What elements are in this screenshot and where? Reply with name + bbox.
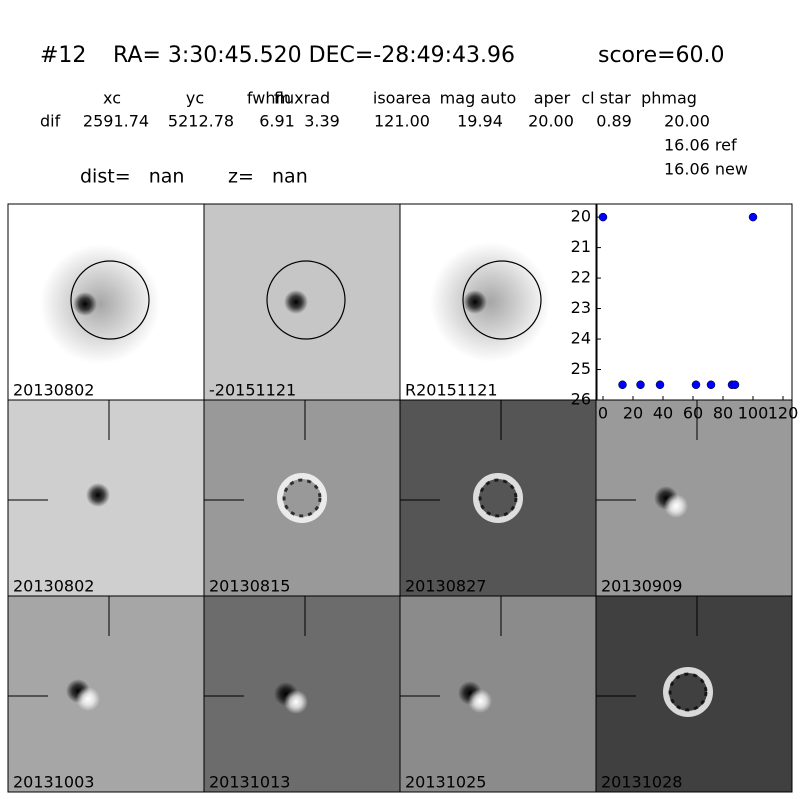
- x-tick-label: 100: [738, 404, 769, 423]
- column-header: mag auto: [440, 89, 517, 108]
- column-value: 20.00: [664, 112, 710, 131]
- column-header: yc: [186, 89, 204, 108]
- dist: dist= nan: [80, 166, 184, 188]
- extra: 16.06 new: [664, 160, 748, 179]
- panel-label: 20130815: [209, 577, 290, 596]
- image-panel: [595, 595, 793, 793]
- image-panel: [7, 595, 205, 793]
- y-tick-label: 25: [571, 359, 591, 378]
- panel-label: 20131003: [13, 773, 94, 792]
- point: [655, 380, 665, 390]
- panel-label: 20130802: [13, 577, 94, 596]
- source: [463, 290, 487, 314]
- halo: [430, 242, 550, 362]
- ring: [282, 478, 322, 518]
- y-tick-label: 24: [571, 329, 591, 348]
- ring: [473, 473, 523, 523]
- column-value: 0.89: [596, 112, 632, 131]
- column-header: xc: [103, 89, 121, 108]
- point: [706, 380, 716, 390]
- column-header: fluxrad: [274, 89, 330, 108]
- x-tick-label: 0: [598, 404, 608, 423]
- column-value: 20.00: [528, 112, 574, 131]
- column-value: 121.00: [374, 112, 430, 131]
- y-tick-label: 23: [571, 298, 591, 317]
- x-tick-label: 20: [623, 404, 643, 423]
- column-header: aper: [534, 89, 571, 108]
- point: [618, 380, 627, 390]
- y-tick-label: 22: [571, 268, 591, 287]
- panel-label: 20131013: [209, 773, 290, 792]
- panel-label: 20131028: [601, 773, 682, 792]
- extra: 16.06 ref: [664, 136, 737, 155]
- row-label: dif: [40, 112, 61, 131]
- object-id: #12: [40, 43, 86, 68]
- panel-label: 20130827: [405, 577, 486, 596]
- coords: RA= 3:30:45.520 DEC=-28:49:43.96: [113, 43, 515, 68]
- score: score=60.0: [598, 43, 725, 68]
- ring: [668, 672, 708, 712]
- source-pos: [76, 687, 100, 711]
- image-panel: [399, 595, 597, 793]
- column-header: cl star: [581, 89, 631, 108]
- column-header: fwhm: [247, 89, 291, 108]
- source-pos: [664, 494, 688, 518]
- column-value: 5212.78: [168, 112, 234, 131]
- aperture: [266, 260, 346, 340]
- point: [636, 380, 645, 390]
- panel-label: R20151121: [405, 381, 498, 400]
- source: [73, 292, 97, 316]
- column-value: 2591.74: [83, 112, 149, 131]
- ring: [277, 473, 327, 523]
- aperture: [462, 260, 542, 340]
- image-panel: [399, 399, 597, 597]
- column-header: phmag: [641, 89, 697, 108]
- column-value: 19.94: [457, 112, 503, 131]
- panel-label: -20151121: [209, 381, 296, 400]
- column-value: 3.39: [304, 112, 340, 131]
- point: [748, 212, 758, 222]
- image-panel: [203, 399, 401, 597]
- panel-label: 20130802: [13, 381, 94, 400]
- source: [86, 483, 110, 507]
- x-tick-label: 60: [683, 404, 703, 423]
- image-panel: [595, 399, 793, 597]
- source: [284, 290, 308, 314]
- plot-area: [596, 203, 793, 401]
- x-tick-label: 120: [768, 404, 799, 423]
- point: [598, 212, 608, 222]
- ring: [478, 478, 518, 518]
- y-tick-label: 21: [571, 237, 591, 256]
- x-tick-label: 40: [653, 404, 673, 423]
- y-tick-label: 20: [571, 207, 591, 226]
- source-pos: [284, 690, 308, 714]
- ring: [663, 667, 713, 717]
- column-header: isoarea: [373, 89, 431, 108]
- column-value: 6.91: [259, 112, 295, 131]
- x-tick-label: 80: [713, 404, 733, 423]
- y-tick-label: 26: [571, 390, 591, 409]
- aperture: [70, 260, 150, 340]
- z: z= nan: [228, 166, 308, 188]
- panel-label: 20130909: [601, 577, 682, 596]
- point: [730, 380, 740, 390]
- point: [691, 380, 701, 390]
- source-pos: [468, 689, 492, 713]
- panel-label: 20131025: [405, 773, 486, 792]
